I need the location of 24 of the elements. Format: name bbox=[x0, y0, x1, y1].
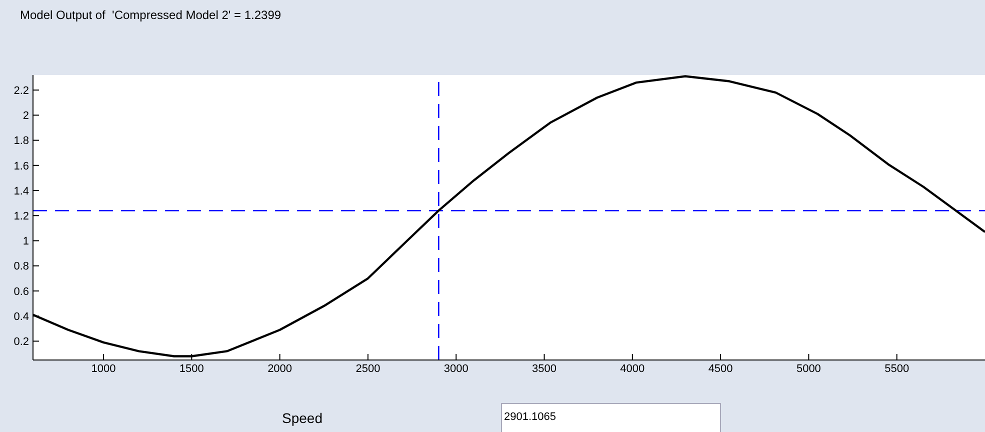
y-tick-label: 2 bbox=[22, 110, 29, 122]
text: Speed bbox=[282, 410, 322, 426]
x-tick-label: 2500 bbox=[356, 362, 380, 375]
y-tick-label: 0.4 bbox=[14, 310, 29, 323]
x-tick-label: 4500 bbox=[708, 362, 733, 375]
x-tick-label: 1000 bbox=[91, 362, 116, 375]
chart-title: Model Output of 'Compressed Model 2' = 1.2399 bbox=[20, 8, 282, 22]
y-tick-label: 2.2 bbox=[14, 84, 29, 97]
y-tick-label: 1.4 bbox=[14, 185, 29, 198]
x-tick-label: 2000 bbox=[268, 362, 292, 375]
y-tick-label: 0.6 bbox=[14, 286, 29, 298]
y-tick-label: 1 bbox=[22, 236, 29, 248]
x-tick-label: 1500 bbox=[179, 362, 204, 375]
y-tick-label: 1.6 bbox=[14, 160, 29, 172]
y-tick-label: 0.2 bbox=[14, 336, 29, 348]
x-tick-label: 5000 bbox=[796, 362, 821, 375]
y-tick-label: 1.2 bbox=[14, 210, 29, 223]
text-field: 2901.1065 bbox=[501, 403, 721, 432]
x-tick-label: 3500 bbox=[532, 362, 556, 375]
y-tick-label: 0.8 bbox=[14, 260, 29, 273]
x-tick-label: 4000 bbox=[620, 362, 645, 375]
x-tick-label: 3000 bbox=[444, 362, 468, 375]
y-tick-label: 1.8 bbox=[14, 135, 29, 148]
x-tick-label: 5500 bbox=[884, 362, 910, 375]
